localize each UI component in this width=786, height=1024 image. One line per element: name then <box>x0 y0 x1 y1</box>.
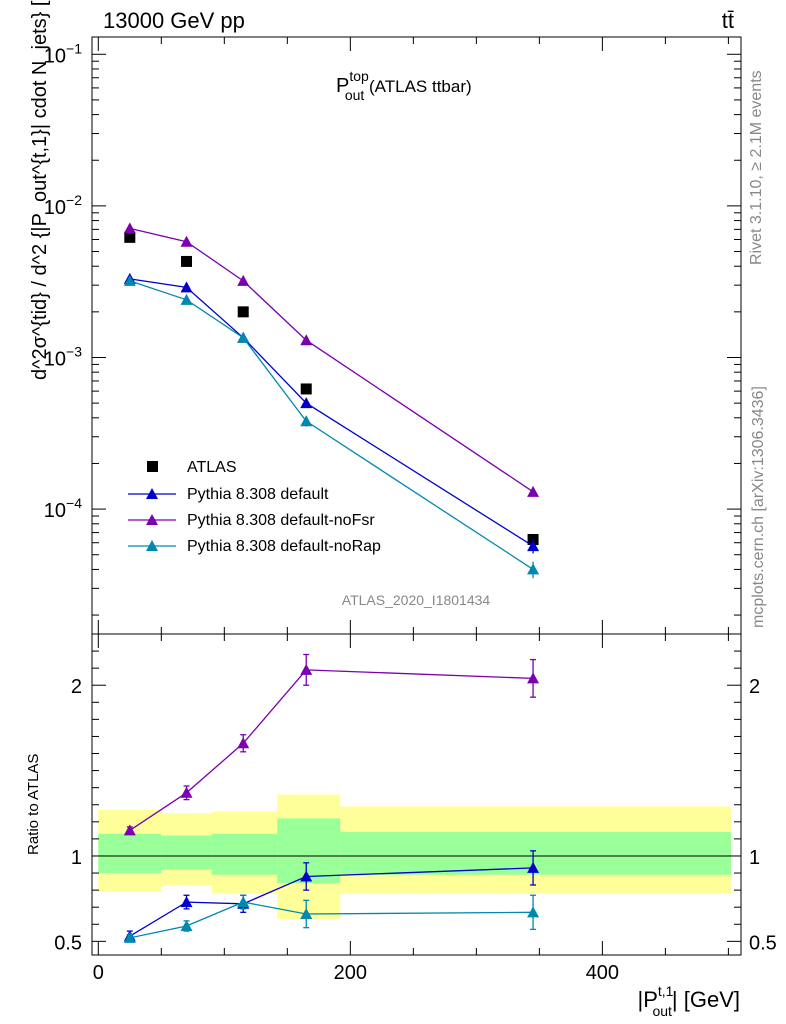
noRap-ratio-point <box>527 906 540 918</box>
main-y-tick-label: 10−1 <box>44 40 82 67</box>
chart-title: Ptop out (ATLAS ttbar) <box>336 68 472 103</box>
legend-label-default: Pythia 8.308 default <box>187 486 329 503</box>
ratio-y-tick-label: 2 <box>71 676 82 698</box>
ratio-y-tick-label-right: 0.5 <box>749 932 777 954</box>
noFsr-ratio-point <box>300 663 313 675</box>
legend-entry-norap: Pythia 8.308 default-noRap <box>128 538 381 555</box>
main-panel-data <box>123 222 540 579</box>
ratio-y-tick-label-right: 1 <box>749 847 760 869</box>
noFsr-point <box>237 274 250 286</box>
noFsr-ratio-point <box>180 786 193 798</box>
legend-label-atlas: ATLAS <box>187 459 237 476</box>
ratio-panel-data <box>123 653 540 943</box>
atlas-point <box>124 231 136 243</box>
analysis-label: ATLAS_2020_I1801434 <box>342 592 491 608</box>
default-ratio-point <box>180 896 193 908</box>
x-tick-label: 400 <box>586 962 619 984</box>
noFsr-point <box>180 235 193 247</box>
atlas-point <box>181 255 193 267</box>
noRap-ratio-point <box>237 896 250 908</box>
legend: ATLAS Pythia 8.308 default Pythia 8.308 … <box>128 459 381 555</box>
main-panel-ticks: 10−4 10−3 10−2 10−1 <box>44 37 741 634</box>
ratio-bands <box>92 794 741 920</box>
noFsr-line <box>129 227 534 493</box>
legend-marker-default <box>146 488 158 499</box>
legend-entry-default: Pythia 8.308 default <box>128 486 329 503</box>
main-y-tick-label: 10−3 <box>44 343 82 370</box>
main-y-tick-label: 10−4 <box>44 495 82 522</box>
ratio-y-axis-label: Ratio to ATLAS <box>25 754 42 855</box>
noRap-ratio-point <box>180 919 193 931</box>
noRap-point <box>180 293 193 305</box>
atlas-point <box>237 306 249 318</box>
ratio-y-tick-label-right: 2 <box>749 676 760 698</box>
main-y-tick-label: 10−2 <box>44 192 82 219</box>
noFsr-point <box>527 485 540 497</box>
ratio-band-inner <box>98 833 162 874</box>
legend-marker-nofsr <box>146 514 158 525</box>
legend-marker-atlas <box>147 461 158 472</box>
default-line <box>129 278 534 547</box>
main-y-axis-label: d^2σ^{tid} / d^2 {|P_out^{t,1}| cdot N_j… <box>29 0 51 380</box>
legend-label-norap: Pythia 8.308 default-noRap <box>187 538 381 555</box>
ratio-panel-ticks: 0.5 0.5 1 1 2 2 0 200 400 <box>54 634 777 984</box>
noFsr-ratio-point <box>123 824 136 836</box>
noFsr-point <box>300 334 313 346</box>
default-point <box>300 397 313 409</box>
noFsr-point <box>123 222 136 234</box>
noRap-point <box>300 415 313 427</box>
atlas-point <box>300 383 312 395</box>
ratio-panel-frame <box>91 633 742 956</box>
noRap-ratio-point <box>123 931 136 943</box>
ratio-band-inner <box>161 835 212 870</box>
noRap-ratio-point <box>300 908 313 920</box>
noFsr-ratio-point <box>237 737 250 749</box>
noFsr-ratio-point <box>527 672 540 684</box>
rivet-label: Rivet 3.1.10, ≥ 2.1M events <box>748 70 765 265</box>
noRap-point <box>527 563 540 575</box>
mcplots-label: mcplots.cern.ch [arXiv:1306.3436] <box>750 386 767 628</box>
default-ratio-point <box>300 870 313 882</box>
legend-marker-norap <box>146 540 158 551</box>
legend-label-nofsr: Pythia 8.308 default-noFsr <box>187 512 375 529</box>
default-point <box>527 540 540 552</box>
ratio-y-tick-label: 0.5 <box>54 932 82 954</box>
x-axis-label: |Pt,1 out| [GeV] <box>637 983 740 1019</box>
ratio-panel: 0.5 0.5 1 1 2 2 0 200 400 Ratio to ATLAS |Pt,1 ou… <box>25 633 777 1019</box>
noRap-point <box>123 274 136 286</box>
default-point <box>180 281 193 293</box>
ratio-band-inner <box>211 833 278 875</box>
ratio-y-tick-label: 1 <box>71 847 82 869</box>
legend-entry-atlas: ATLAS <box>147 459 237 476</box>
x-tick-label: 200 <box>334 962 367 984</box>
process-label: tt̄ <box>722 8 734 33</box>
x-tick-label: 0 <box>93 962 104 984</box>
energy-label: 13000 GeV pp <box>103 8 245 33</box>
ratio-band-inner <box>277 818 341 884</box>
main-panel: 10−4 10−3 10−2 10−1 Ptop out (ATLAS ttbar) A… <box>29 0 742 635</box>
default-ratio-point <box>527 861 540 873</box>
noRap-point <box>237 331 250 343</box>
legend-entry-nofsr: Pythia 8.308 default-noFsr <box>128 512 375 529</box>
